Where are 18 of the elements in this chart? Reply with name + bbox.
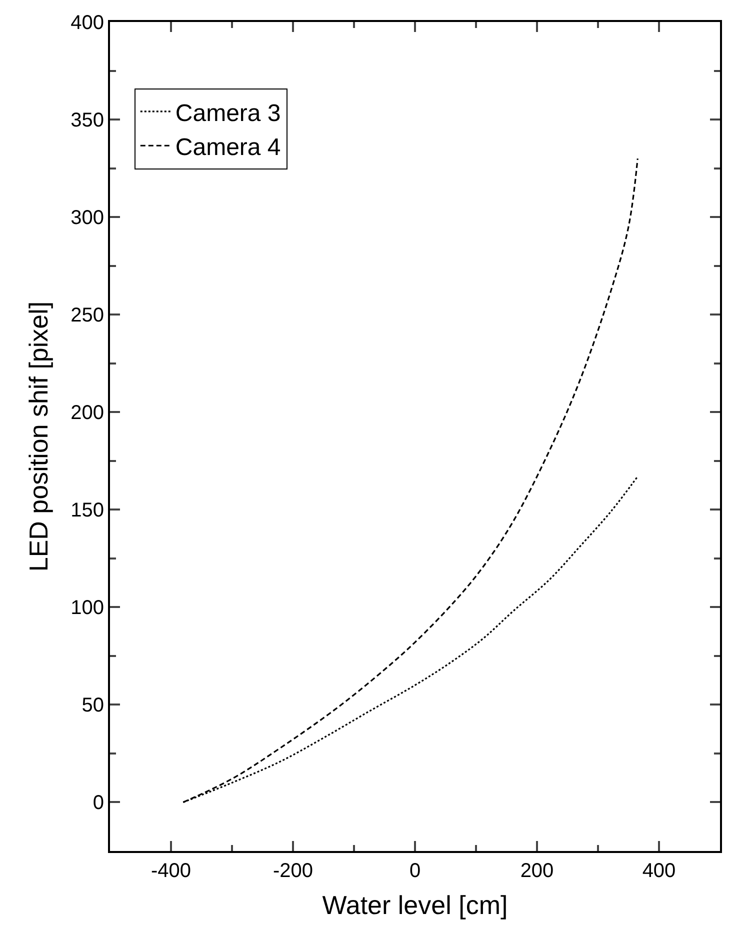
y-tick-label: 300 [70,207,104,230]
x-tick-label: 200 [520,860,554,882]
x-tick-label: 0 [409,860,421,882]
legend-label: Camera 4 [175,134,281,161]
y-axis-title: LED position shif [pixel] [24,301,54,572]
y-tick-label: 200 [70,402,104,424]
y-tick-label: 400 [70,12,104,34]
x-tick-label: -400 [150,860,192,882]
y-tick-label: 350 [70,110,104,132]
legend-label: Camera 3 [175,100,281,127]
x-tick-label: -200 [272,860,314,882]
y-tick-label: 150 [70,500,104,522]
x-tick-label: 400 [642,860,676,882]
y-tick-label: 250 [70,304,104,327]
y-tick-label: 100 [70,597,104,620]
x-axis-title: Water level [cm] [322,890,508,920]
y-tick-label: 0 [92,792,104,814]
y-tick-label: 50 [82,694,104,717]
